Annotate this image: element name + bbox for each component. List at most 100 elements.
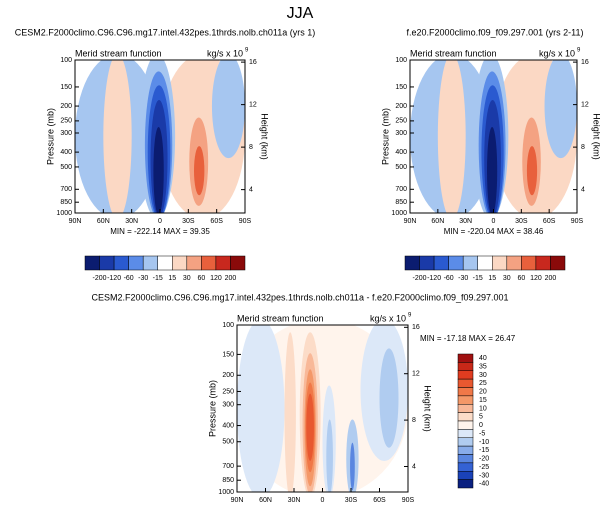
y2-axis-title: Height (km) bbox=[260, 113, 270, 160]
left-label: Merid stream function bbox=[75, 48, 162, 58]
x-tick-label: 0 bbox=[492, 218, 496, 225]
contour-region bbox=[237, 325, 285, 492]
colorbar-box bbox=[457, 412, 474, 422]
y-tick-label: 200 bbox=[395, 103, 407, 110]
y-tick-label: 400 bbox=[395, 149, 407, 156]
left-label: Merid stream function bbox=[410, 48, 497, 58]
colorbar-box bbox=[215, 255, 231, 271]
y-tick-label: 250 bbox=[222, 388, 234, 395]
colorbar-label: 5 bbox=[479, 414, 483, 421]
y-tick-label: 150 bbox=[222, 351, 234, 358]
colorbar-label: -200 bbox=[413, 275, 427, 282]
colorbar-box bbox=[157, 255, 173, 271]
colorbar-box bbox=[230, 255, 246, 271]
units: kg/s x 10 bbox=[207, 48, 243, 58]
x-tick-label: 90N bbox=[69, 218, 82, 225]
colorbar-label: -30 bbox=[479, 472, 489, 479]
y-tick-label: 500 bbox=[60, 164, 72, 171]
y-tick-label: 100 bbox=[60, 57, 72, 64]
colorbar-box bbox=[201, 255, 217, 271]
colorbar-label: 15 bbox=[488, 275, 496, 282]
colorbar-box bbox=[113, 255, 129, 271]
y-tick-label: 300 bbox=[222, 402, 234, 409]
x-tick-label: 90S bbox=[402, 497, 415, 504]
colorbar-label: -120 bbox=[427, 275, 441, 282]
figure-title: JJA bbox=[287, 5, 314, 22]
y2-tick-label: 8 bbox=[249, 144, 253, 151]
y-tick-label: 150 bbox=[60, 84, 72, 91]
colorbar-label: 200 bbox=[225, 275, 237, 282]
colorbar-box bbox=[172, 255, 188, 271]
y-tick-label: 850 bbox=[60, 199, 72, 206]
colorbar-box bbox=[84, 255, 100, 271]
y-axis-title: Pressure (mb) bbox=[207, 380, 217, 437]
y-tick-label: 400 bbox=[60, 149, 72, 156]
colorbar-label: 20 bbox=[479, 389, 487, 396]
colorbar-box bbox=[492, 255, 508, 271]
y2-tick-label: 16 bbox=[581, 59, 589, 66]
colorbar-label: -200 bbox=[93, 275, 107, 282]
y2-tick-label: 12 bbox=[249, 101, 257, 108]
y-tick-label: 200 bbox=[60, 103, 72, 110]
colorbar-label: 120 bbox=[210, 275, 222, 282]
colorbar-box bbox=[457, 454, 474, 464]
colorbar-label: 30 bbox=[503, 275, 511, 282]
y-tick-label: 500 bbox=[395, 164, 407, 171]
y-tick-label: 700 bbox=[395, 186, 407, 193]
colorbar-box bbox=[186, 255, 202, 271]
y-tick-label: 700 bbox=[60, 186, 72, 193]
x-tick-label: 60N bbox=[431, 218, 444, 225]
colorbar-box bbox=[457, 378, 474, 388]
x-tick-label: 60S bbox=[373, 497, 386, 504]
contour-region bbox=[379, 348, 399, 448]
y2-axis-title: Height (km) bbox=[592, 113, 601, 160]
panel-subtitle: CESM2.F2000climo.C96.C96.mg17.intel.432p… bbox=[15, 27, 316, 37]
contour-region bbox=[103, 60, 132, 213]
colorbar-box bbox=[142, 255, 158, 271]
x-tick-label: 90N bbox=[231, 497, 244, 504]
y-tick-label: 500 bbox=[222, 439, 234, 446]
colorbar-label: 60 bbox=[517, 275, 525, 282]
colorbar-label: -40 bbox=[479, 481, 489, 488]
y2-tick-label: 4 bbox=[412, 463, 416, 470]
y-tick-label: 1000 bbox=[56, 210, 72, 217]
y-tick-label: 1000 bbox=[218, 489, 234, 496]
colorbar-box bbox=[404, 255, 420, 271]
colorbar-label: 0 bbox=[479, 422, 483, 429]
colorbar-label: -25 bbox=[479, 464, 489, 471]
colorbar-label: 120 bbox=[530, 275, 542, 282]
stats: MIN = -17.18 MAX = 26.47 bbox=[420, 334, 516, 343]
contour-region bbox=[155, 158, 161, 212]
colorbar-box bbox=[462, 255, 478, 271]
contours bbox=[237, 325, 408, 492]
panel-subtitle: f.e20.F2000climo.f09_f09.297.001 (yrs 2-… bbox=[407, 27, 584, 37]
y2-tick-label: 12 bbox=[581, 101, 589, 108]
colorbar-label: 40 bbox=[479, 355, 487, 362]
units: kg/s x 10 bbox=[539, 48, 575, 58]
y-tick-label: 100 bbox=[222, 322, 234, 329]
colorbar-box bbox=[457, 387, 474, 397]
colorbar-box bbox=[457, 479, 474, 489]
y2-tick-label: 4 bbox=[581, 186, 585, 193]
y2-tick-label: 4 bbox=[249, 186, 253, 193]
colorbar-label: 10 bbox=[479, 405, 487, 412]
x-tick-label: 60S bbox=[543, 218, 556, 225]
x-tick-label: 0 bbox=[158, 218, 162, 225]
colorbar-box bbox=[457, 437, 474, 447]
stats: MIN = -220.04 MAX = 38.46 bbox=[444, 227, 544, 236]
colorbar-box bbox=[457, 462, 474, 472]
left-label: Merid stream function bbox=[237, 313, 324, 323]
y-tick-label: 300 bbox=[395, 130, 407, 137]
colorbar-box bbox=[448, 255, 464, 271]
contour-region bbox=[284, 332, 296, 492]
colorbar-label: -15 bbox=[153, 275, 163, 282]
colorbar-box bbox=[550, 255, 566, 271]
colorbar-label: 25 bbox=[479, 380, 487, 387]
x-tick-label: 30S bbox=[182, 218, 195, 225]
colorbar-label: 200 bbox=[545, 275, 557, 282]
colorbar-label: 30 bbox=[479, 372, 487, 379]
colorbar-label: 15 bbox=[168, 275, 176, 282]
x-tick-label: 90S bbox=[571, 218, 584, 225]
colorbar-label: 15 bbox=[479, 397, 487, 404]
colorbar-box bbox=[521, 255, 537, 271]
